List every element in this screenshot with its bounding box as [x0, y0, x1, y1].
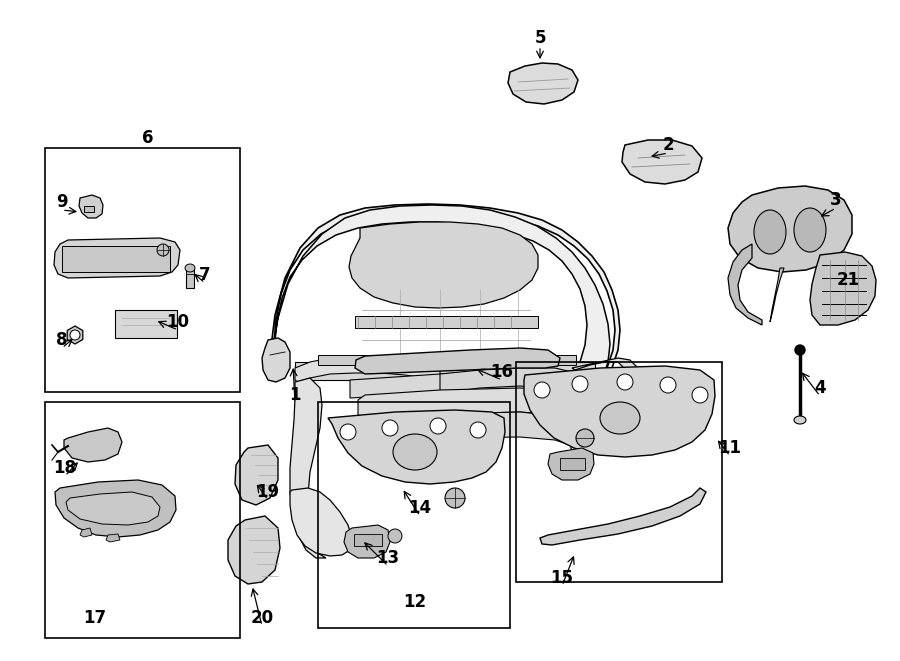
Ellipse shape	[794, 208, 826, 252]
Ellipse shape	[470, 422, 486, 438]
Text: 7: 7	[199, 266, 211, 284]
PathPatch shape	[540, 488, 706, 545]
Text: 1: 1	[289, 386, 301, 404]
Ellipse shape	[572, 376, 588, 392]
Text: 12: 12	[403, 593, 427, 611]
Text: 13: 13	[376, 549, 400, 567]
Text: 14: 14	[409, 499, 432, 517]
Bar	[295, 362, 595, 380]
PathPatch shape	[360, 412, 570, 445]
Text: 5: 5	[535, 29, 545, 47]
Text: 19: 19	[256, 483, 280, 501]
PathPatch shape	[290, 488, 352, 556]
PathPatch shape	[106, 534, 120, 542]
Ellipse shape	[534, 382, 550, 398]
Bar	[318, 355, 576, 365]
Ellipse shape	[185, 264, 195, 272]
Text: 2: 2	[662, 136, 674, 154]
Ellipse shape	[430, 418, 446, 434]
PathPatch shape	[349, 222, 538, 308]
Ellipse shape	[794, 416, 806, 424]
PathPatch shape	[235, 445, 278, 505]
Bar	[516, 362, 722, 582]
PathPatch shape	[524, 366, 715, 457]
PathPatch shape	[79, 195, 103, 218]
Text: 18: 18	[53, 459, 76, 477]
PathPatch shape	[66, 492, 160, 525]
PathPatch shape	[328, 410, 505, 484]
PathPatch shape	[355, 348, 560, 374]
Text: 8: 8	[56, 331, 68, 349]
PathPatch shape	[80, 528, 92, 537]
PathPatch shape	[54, 238, 180, 278]
Bar	[318, 402, 510, 628]
Bar	[186, 268, 194, 288]
Ellipse shape	[617, 374, 633, 390]
Text: 3: 3	[830, 191, 842, 209]
Ellipse shape	[157, 244, 169, 256]
Text: 10: 10	[166, 313, 190, 331]
Ellipse shape	[660, 377, 676, 393]
Ellipse shape	[382, 420, 398, 436]
Ellipse shape	[393, 434, 437, 470]
PathPatch shape	[295, 356, 440, 382]
PathPatch shape	[272, 205, 610, 389]
Bar	[45, 148, 240, 392]
PathPatch shape	[64, 428, 122, 462]
PathPatch shape	[344, 525, 390, 558]
Bar	[45, 402, 240, 638]
Bar	[84, 206, 94, 212]
PathPatch shape	[55, 480, 176, 537]
PathPatch shape	[68, 326, 83, 344]
PathPatch shape	[270, 204, 620, 382]
Text: 15: 15	[551, 569, 573, 587]
PathPatch shape	[770, 268, 784, 322]
PathPatch shape	[440, 368, 572, 393]
PathPatch shape	[350, 370, 572, 398]
Text: 17: 17	[84, 609, 106, 627]
Bar	[115, 310, 177, 338]
PathPatch shape	[508, 63, 578, 104]
PathPatch shape	[810, 252, 876, 325]
PathPatch shape	[622, 140, 702, 184]
Ellipse shape	[576, 429, 594, 447]
PathPatch shape	[570, 358, 642, 456]
Text: 4: 4	[814, 379, 826, 397]
Text: 6: 6	[142, 129, 154, 147]
PathPatch shape	[358, 388, 572, 418]
Ellipse shape	[754, 210, 786, 254]
PathPatch shape	[290, 378, 326, 558]
Text: 16: 16	[491, 363, 514, 381]
Ellipse shape	[70, 330, 80, 340]
PathPatch shape	[548, 448, 594, 480]
Text: 9: 9	[56, 193, 68, 211]
Text: 20: 20	[250, 609, 274, 627]
Ellipse shape	[795, 345, 805, 355]
Ellipse shape	[600, 402, 640, 434]
Ellipse shape	[340, 424, 356, 440]
Bar	[355, 316, 538, 328]
PathPatch shape	[228, 516, 280, 584]
PathPatch shape	[728, 186, 852, 272]
PathPatch shape	[262, 338, 290, 382]
Bar	[62, 246, 170, 272]
Text: 21: 21	[836, 271, 860, 289]
Ellipse shape	[445, 488, 465, 508]
Bar	[354, 534, 382, 546]
PathPatch shape	[728, 244, 762, 325]
Text: 11: 11	[718, 439, 742, 457]
Bar	[560, 458, 585, 470]
Ellipse shape	[388, 529, 402, 543]
Ellipse shape	[692, 387, 708, 403]
